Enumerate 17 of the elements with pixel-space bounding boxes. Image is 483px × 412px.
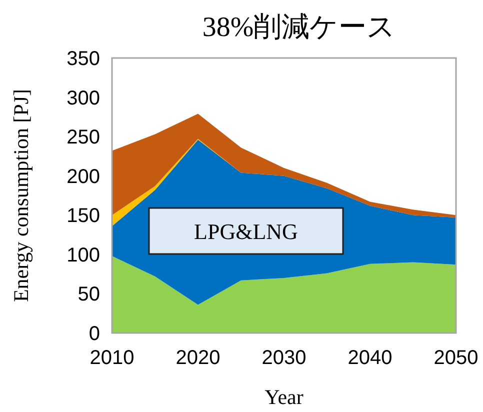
y-tick-label: 250: [66, 126, 100, 149]
y-tick-label: 350: [66, 48, 100, 70]
y-tick-label: 0: [88, 323, 100, 345]
x-tick-label: 2040: [348, 347, 392, 369]
chart-title: 38%削減ケース: [202, 12, 396, 43]
annotation: LPG&LNG: [194, 219, 298, 244]
y-tick-label: 50: [78, 284, 100, 306]
x-tick-label: 2020: [176, 347, 220, 369]
y-tick-label: 300: [66, 87, 100, 110]
x-tick-label: 2010: [90, 347, 134, 369]
x-axis-title: Year: [264, 385, 304, 409]
x-tick-label: 2050: [434, 347, 478, 369]
y-axis-title: Energy consumption [PJ]: [9, 88, 33, 302]
y-tick-label: 200: [66, 166, 100, 188]
y-tick-label: 100: [66, 244, 100, 266]
x-tick-label: 2030: [262, 347, 306, 369]
y-tick-label: 150: [66, 205, 100, 228]
